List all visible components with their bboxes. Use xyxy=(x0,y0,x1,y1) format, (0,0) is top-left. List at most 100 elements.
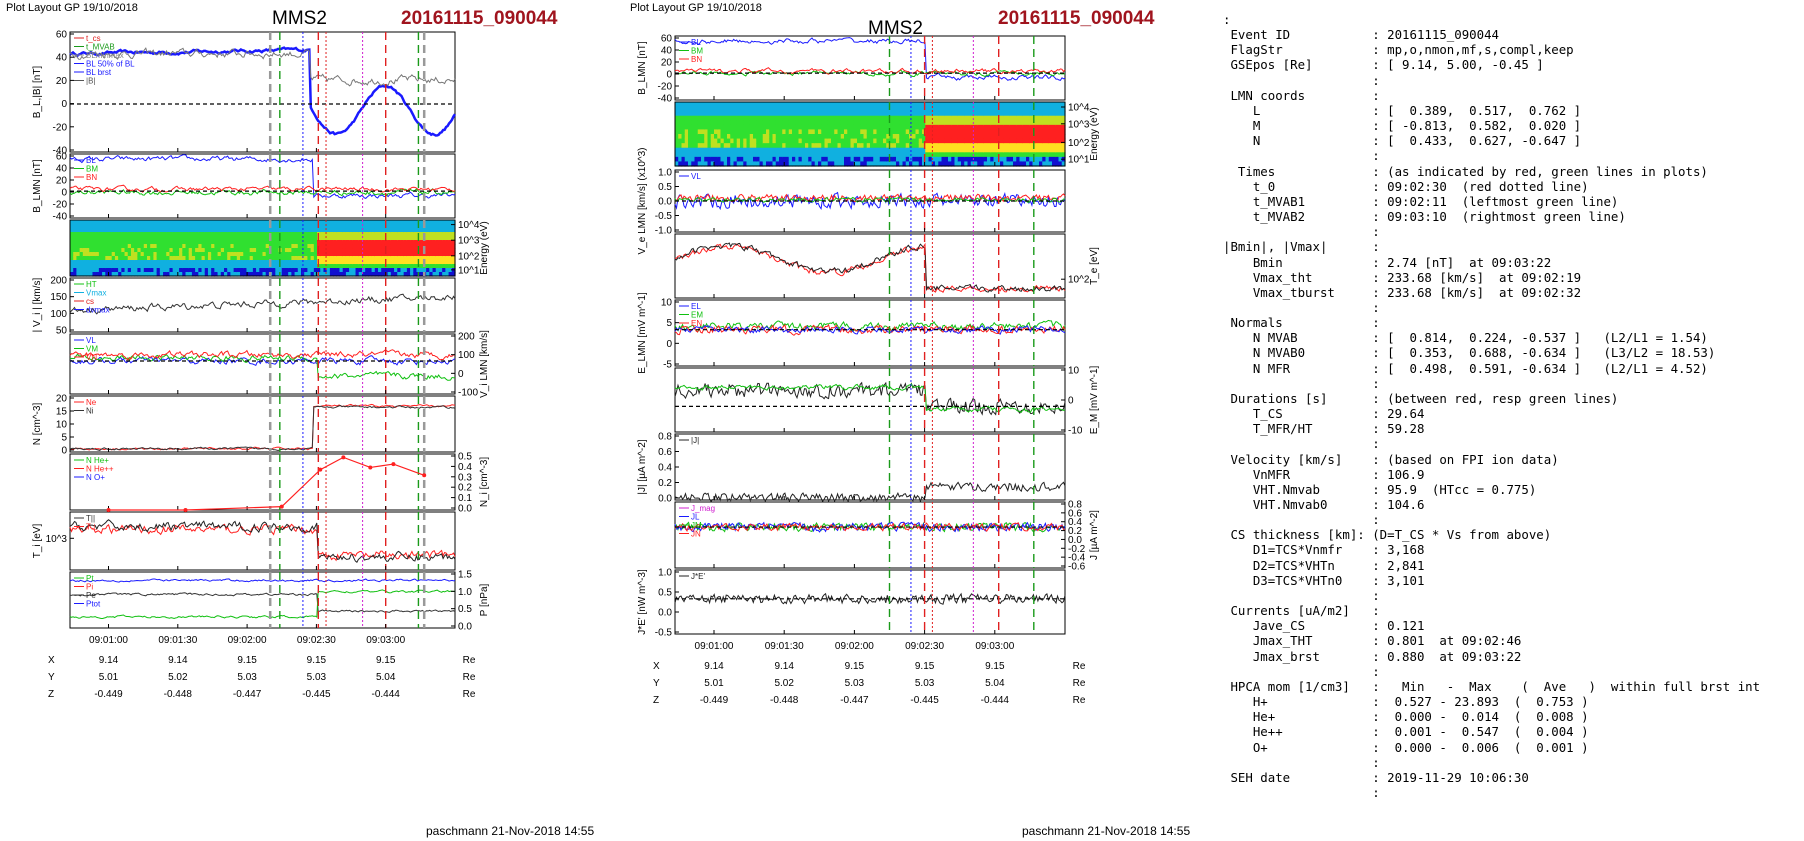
spectrogram-cell xyxy=(272,260,276,265)
spectrogram-cell xyxy=(435,224,440,229)
spectrogram-cell xyxy=(262,256,267,261)
spectrogram-cell xyxy=(368,256,373,261)
spectrogram-cell xyxy=(779,156,783,163)
spectrogram-cell xyxy=(252,256,257,261)
spectrogram-cell xyxy=(957,156,962,163)
spectrogram-cell xyxy=(249,268,254,273)
spectrogram-cell xyxy=(983,156,988,163)
legend-entry: Ni xyxy=(86,407,94,416)
spectrogram-cell xyxy=(262,244,267,249)
spectrogram-cell xyxy=(1035,124,1040,131)
spectrogram-cell xyxy=(70,244,74,249)
spectrogram-cell xyxy=(143,252,148,257)
spectrogram-cell xyxy=(339,248,344,253)
spectrogram-cell xyxy=(844,156,848,163)
spectrogram-cell xyxy=(294,232,299,237)
spectrogram-cell xyxy=(102,244,106,249)
spectrogram-cell xyxy=(426,244,430,249)
spectrogram-cell xyxy=(313,252,318,257)
spectrogram-cell xyxy=(847,102,852,108)
spectrogram-cell xyxy=(105,260,110,265)
spectrogram-cell xyxy=(390,220,395,225)
spectrogram-cell xyxy=(236,268,241,273)
spectrogram-cell xyxy=(307,268,312,273)
spectrogram-cell xyxy=(349,252,353,257)
spectrogram-cell xyxy=(931,147,936,153)
spectrogram-cell xyxy=(1006,129,1011,135)
spectrogram-cell xyxy=(899,134,904,140)
spectrogram-cell xyxy=(410,252,414,257)
spectrogram-cell xyxy=(749,156,754,163)
spectrogram-cell xyxy=(1013,156,1017,163)
spectrogram-cell xyxy=(329,256,334,261)
spectrogram-cell xyxy=(675,129,679,135)
spectrogram-cell xyxy=(256,252,260,257)
spectrogram-cell xyxy=(1013,134,1017,140)
spectrogram-cell xyxy=(896,161,900,167)
spectrogram-cell xyxy=(730,124,735,131)
spectrogram-cell xyxy=(1006,147,1011,153)
spectrogram-cell xyxy=(1055,156,1060,163)
spectrogram-cell xyxy=(957,129,962,135)
spectrogram-cell xyxy=(130,256,135,261)
spectrogram-cell xyxy=(233,232,238,237)
spectrogram-cell xyxy=(307,260,312,265)
spectrogram-cell xyxy=(801,143,806,149)
spectrogram-cell xyxy=(827,138,832,144)
spectrogram-cell xyxy=(824,147,829,153)
spectrogram-cell xyxy=(297,248,302,253)
spectrogram-cell xyxy=(792,106,796,112)
spectrogram-cell xyxy=(403,248,408,253)
spectrogram-cell xyxy=(931,106,936,112)
spectrogram-cell xyxy=(1045,134,1050,140)
spectrogram-cell xyxy=(163,248,167,253)
spectrogram-cell xyxy=(243,272,248,277)
spectrogram-cell xyxy=(336,236,341,241)
y-axis-label: Energy (eV) xyxy=(479,221,490,274)
spectrogram-cell xyxy=(993,134,998,140)
spectrogram-cell xyxy=(1052,138,1056,144)
spectrogram-cell xyxy=(954,106,959,112)
y-axis-label: J*E' [nW m^-3] xyxy=(637,569,648,635)
spectrogram-cell xyxy=(876,156,881,163)
spectrogram-cell xyxy=(1013,102,1017,108)
spectrogram-cell xyxy=(256,224,260,229)
spectrogram-cell xyxy=(957,147,962,153)
spectrogram-cell xyxy=(948,120,952,126)
spectrogram-cell xyxy=(92,220,97,225)
spectrogram-cell xyxy=(912,156,917,163)
spectrogram-cell xyxy=(759,120,764,126)
spectrogram-cell xyxy=(1061,129,1066,135)
spectrogram-cell xyxy=(233,260,238,265)
spectrogram-cell xyxy=(831,156,835,163)
spectrogram-cell xyxy=(759,111,764,117)
spectrogram-cell xyxy=(1035,161,1040,167)
legend-entry: VL xyxy=(86,336,96,345)
spectrogram-cell xyxy=(333,264,337,269)
spectrogram-cell xyxy=(808,134,813,140)
spectrogram-cell xyxy=(1035,152,1040,158)
spectrogram-cell xyxy=(79,252,84,257)
spectrogram-cell xyxy=(204,256,209,261)
spectrogram-cell xyxy=(714,147,718,153)
spectrogram-cell xyxy=(697,152,702,158)
spectrogram-cell xyxy=(866,147,871,153)
spectrogram-cell xyxy=(227,228,232,233)
spectrogram-cell xyxy=(1019,129,1024,135)
spectrogram-cell xyxy=(127,236,132,241)
spectrogram-cell xyxy=(1016,111,1021,117)
spectrogram-cell xyxy=(769,115,774,121)
spectrogram-cell xyxy=(252,244,257,249)
spectrogram-cell xyxy=(772,161,777,167)
spectrogram-cell xyxy=(723,147,728,153)
spectrogram-cell xyxy=(707,138,712,144)
spectrogram-cell xyxy=(108,240,113,245)
spectrogram-cell xyxy=(678,115,683,121)
spectrogram-cell xyxy=(70,252,74,257)
spectrogram-cell xyxy=(762,138,767,144)
spectrogram-cell xyxy=(451,232,456,237)
spectrogram-cell xyxy=(681,134,686,140)
spectrogram-cell xyxy=(79,244,84,249)
spectrogram-cell xyxy=(788,124,793,131)
spectrogram-cell xyxy=(941,156,946,163)
